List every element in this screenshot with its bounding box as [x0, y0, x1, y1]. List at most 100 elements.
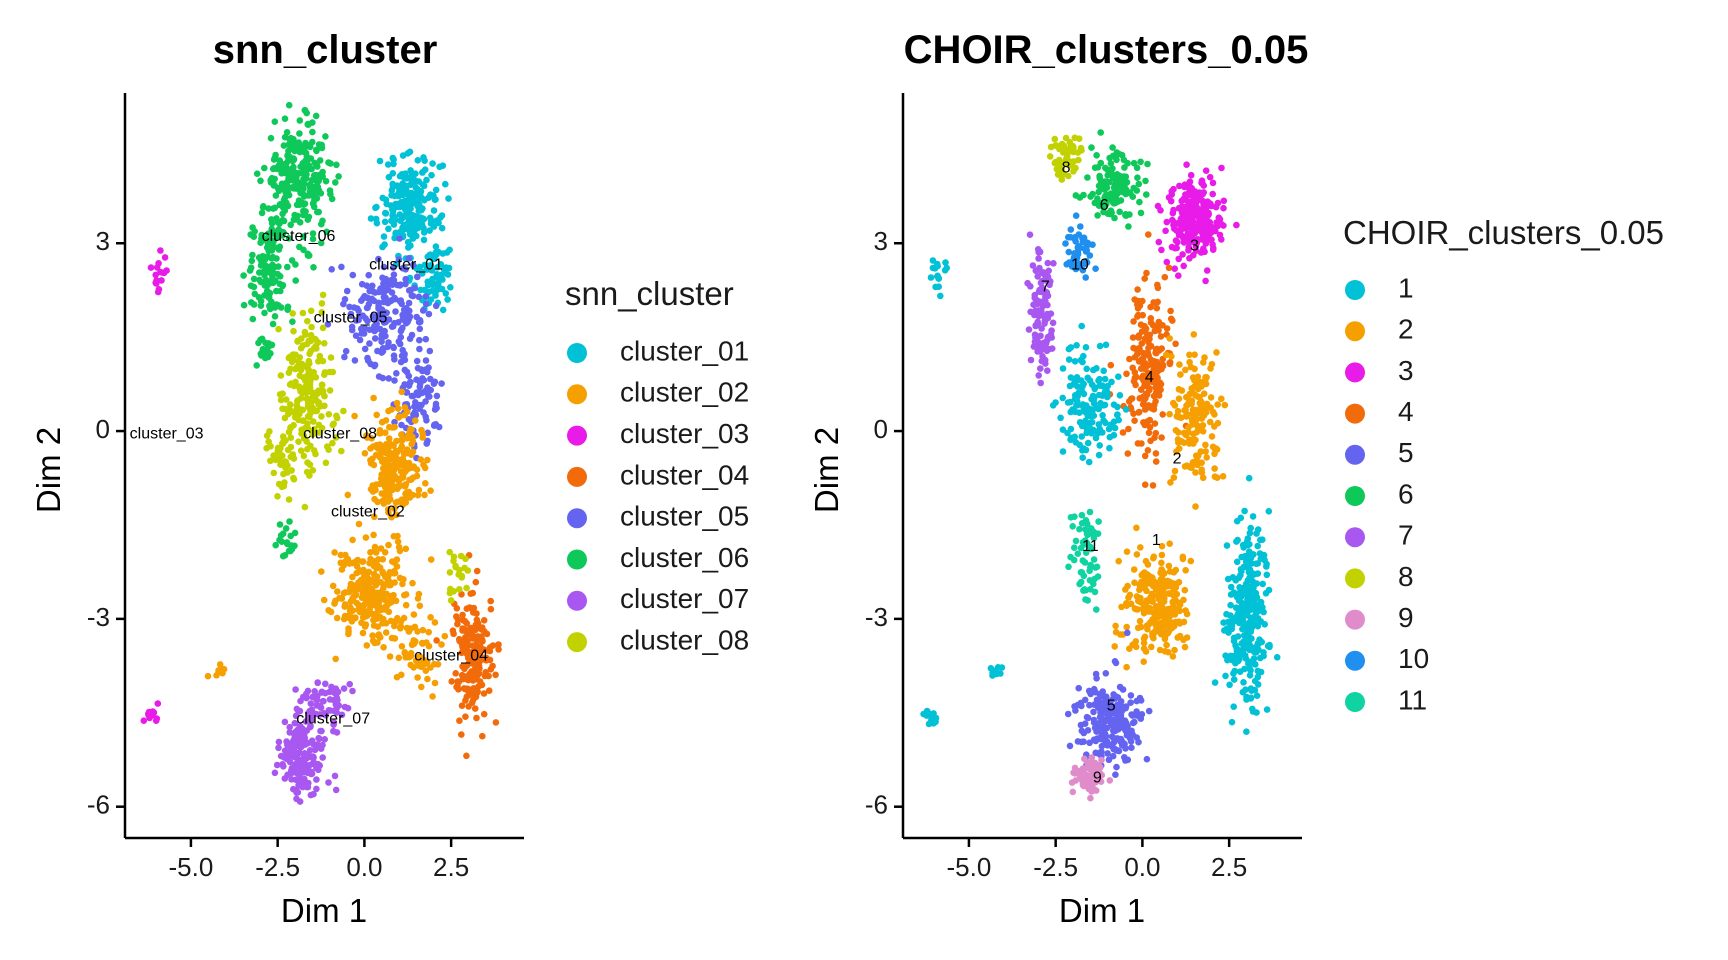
scatter-point — [371, 543, 379, 551]
scatter-point — [351, 357, 359, 364]
scatter-point — [367, 585, 374, 593]
scatter-point — [1161, 580, 1169, 587]
scatter-point — [485, 687, 493, 694]
scatter-point — [393, 399, 401, 407]
scatter-point — [1263, 571, 1271, 579]
scatter-point — [421, 464, 429, 472]
scatter-point — [284, 462, 291, 469]
scatter-point — [308, 323, 315, 331]
scatter-point — [1218, 395, 1225, 403]
scatter-point — [1154, 374, 1161, 382]
scatter-point — [274, 270, 282, 278]
scatter-point — [931, 265, 939, 272]
scatter-point — [250, 283, 258, 291]
scatter-point — [1096, 442, 1103, 449]
scatter-point — [405, 287, 413, 294]
scatter-point — [338, 447, 345, 455]
scatter-point — [376, 593, 383, 600]
scatter-point — [315, 358, 322, 365]
scatter-point — [292, 261, 299, 268]
scatter-point — [431, 619, 439, 626]
scatter-point — [1180, 596, 1187, 604]
scatter-point — [1053, 142, 1060, 149]
scatter-point — [163, 267, 170, 274]
scatter-point — [401, 591, 408, 599]
scatter-point — [424, 262, 431, 270]
scatter-point — [1122, 406, 1130, 413]
chart-title: snn_cluster — [213, 28, 438, 72]
scatter-point — [1158, 345, 1165, 352]
legend-label: 3 — [1398, 355, 1414, 386]
scatter-point — [401, 404, 409, 411]
scatter-point — [1247, 667, 1254, 674]
scatter-point — [1166, 359, 1173, 367]
scatter-point — [385, 339, 392, 346]
scatter-point — [1039, 353, 1046, 360]
scatter-point — [1203, 454, 1210, 461]
scatter-point — [1067, 514, 1075, 521]
scatter-point — [416, 345, 423, 353]
legend-label: cluster_08 — [620, 624, 749, 655]
scatter-point — [411, 403, 418, 410]
scatter-point — [1134, 350, 1141, 358]
scatter-point — [313, 162, 320, 169]
scatter-point — [1158, 246, 1165, 254]
scatter-point — [319, 387, 327, 395]
scatter-point — [1193, 407, 1200, 415]
scatter-point — [271, 769, 279, 777]
scatter-point — [300, 452, 308, 460]
y-tick-label: 3 — [96, 226, 110, 256]
scatter-point — [1035, 255, 1042, 262]
scatter-point — [340, 685, 348, 692]
scatter-point — [480, 617, 488, 624]
scatter-point — [402, 182, 409, 190]
scatter-point — [296, 707, 304, 715]
scatter-point — [362, 315, 369, 322]
scatter-point — [1180, 262, 1187, 270]
legend-label: cluster_06 — [620, 542, 749, 573]
scatter-point — [1241, 665, 1248, 673]
scatter-point — [1072, 537, 1080, 545]
scatter-point — [1140, 635, 1148, 642]
scatter-point — [318, 381, 326, 389]
scatter-point — [327, 608, 335, 616]
legend-swatch — [1345, 444, 1365, 465]
scatter-point — [341, 703, 349, 711]
legend-swatch — [567, 549, 587, 570]
scatter-point — [297, 344, 305, 352]
scatter-point — [1166, 540, 1173, 547]
scatter-point — [1071, 358, 1079, 365]
scatter-point — [281, 115, 289, 122]
scatter-point — [366, 340, 373, 347]
scatter-point — [403, 389, 411, 396]
scatter-point — [428, 267, 436, 274]
scatter-point — [1223, 542, 1231, 549]
scatter-point — [1136, 581, 1143, 589]
scatter-point — [267, 134, 275, 142]
scatter-point — [1226, 681, 1233, 689]
scatter-point — [307, 307, 315, 315]
scatter-point — [1136, 395, 1143, 402]
scatter-point — [325, 779, 332, 786]
scatter-point — [1115, 747, 1123, 755]
scatter-point — [1077, 578, 1085, 586]
scatter-point — [474, 633, 482, 640]
scatter-point — [1036, 248, 1044, 256]
scatter-point — [318, 144, 326, 152]
scatter-point — [1189, 459, 1197, 466]
scatter-point — [480, 690, 488, 697]
scatter-point — [1094, 700, 1101, 707]
scatter-point — [352, 588, 359, 596]
scatter-point — [1254, 570, 1262, 577]
scatter-point — [1079, 780, 1087, 787]
legend-label: 8 — [1398, 561, 1414, 592]
scatter-point — [320, 596, 328, 604]
scatter-point — [372, 561, 379, 568]
scatter-point — [397, 618, 405, 625]
scatter-point — [287, 753, 295, 760]
scatter-point — [405, 244, 412, 251]
scatter-point — [363, 282, 371, 290]
scatter-point — [1200, 390, 1208, 398]
scatter-point — [1193, 376, 1200, 383]
scatter-point — [291, 147, 299, 155]
